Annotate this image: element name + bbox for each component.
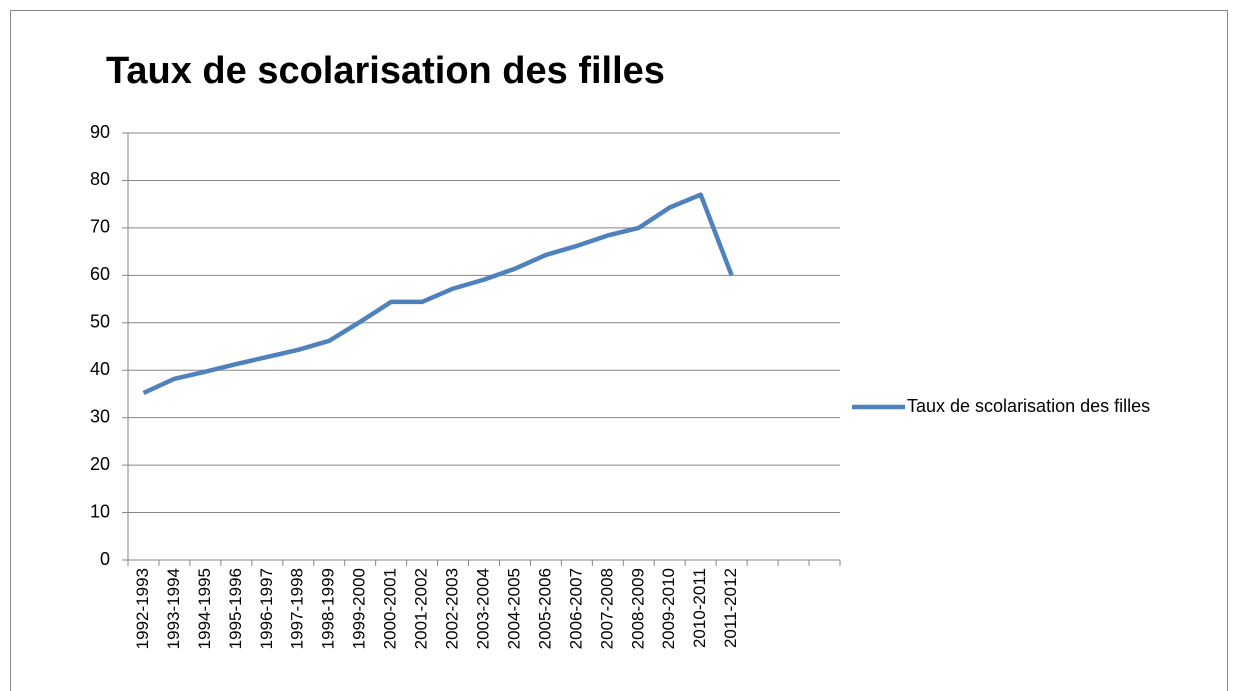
x-tick-label: 2008-2009 [628,568,647,649]
chart-title: Taux de scolarisation des filles [106,50,665,92]
chart-border [10,10,1228,691]
y-tick-label: 20 [90,454,110,474]
x-tick-label: 2002-2003 [443,568,462,649]
x-tick-label: 1995-1996 [226,568,245,649]
x-tick-label: 2000-2001 [381,568,400,649]
x-tick-label: 2005-2006 [535,568,554,649]
x-tick-label: 1998-1999 [319,568,338,649]
x-tick-label: 1992-1993 [133,568,152,649]
x-tick-label: 2004-2005 [504,568,523,649]
x-tick-label: 2001-2002 [412,568,431,649]
x-tick-label: 1994-1995 [195,568,214,649]
x-tick-label: 2011-2012 [721,568,740,648]
legend-label: Taux de scolarisation des filles [907,396,1150,416]
x-tick-label: 2007-2008 [597,568,616,649]
y-tick-label: 80 [90,169,110,189]
y-tick-label: 10 [90,501,110,521]
x-tick-label: 2006-2007 [566,568,585,649]
y-tick-label: 60 [90,264,110,284]
y-tick-label: 50 [90,312,110,332]
x-tick-label: 2009-2010 [659,568,678,649]
y-tick-label: 90 [90,122,110,142]
y-tick-label: 70 [90,217,110,237]
y-tick-label: 30 [90,406,110,426]
data-line [142,192,734,396]
x-tick-label: 1997-1998 [288,568,307,649]
y-tick-label: 0 [100,549,110,569]
x-tick-label: 2003-2004 [473,568,492,649]
x-tick-label: 1999-2000 [350,568,369,649]
x-tick-label: 1996-1997 [257,568,276,649]
x-tick-label: 1993-1994 [164,568,183,649]
x-tick-label: 2010-2011 [690,568,709,648]
y-tick-label: 40 [90,359,110,379]
